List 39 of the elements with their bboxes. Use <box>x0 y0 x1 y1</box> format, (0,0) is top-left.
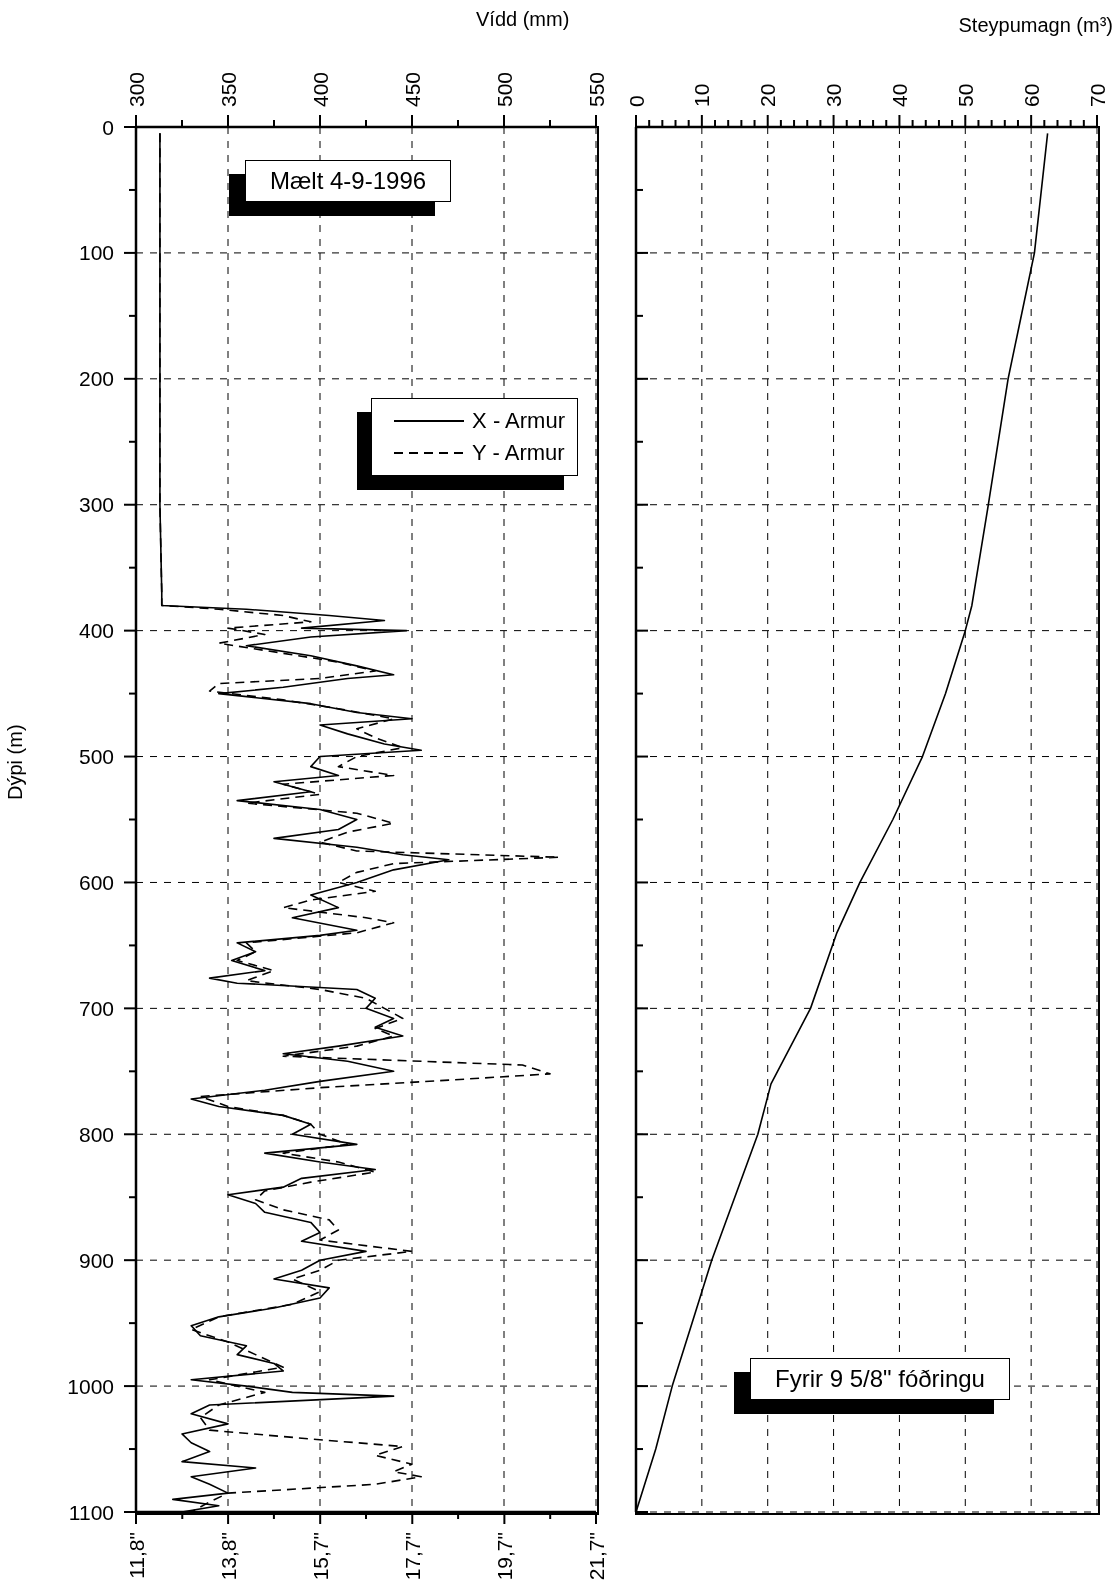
x-axis-title: Steypumagn (m³) <box>958 14 1113 37</box>
x-tick-label: 350 <box>216 71 240 107</box>
x2-tick-label: 17,7" <box>400 1532 424 1581</box>
x-tick-label: 300 <box>124 71 148 107</box>
legend-label: Y - Armur <box>472 439 565 467</box>
x2-tick-label: 21,7" <box>584 1532 608 1581</box>
x-tick-label: 500 <box>492 71 516 107</box>
annotation: Fyrir 9 5/8" fóðringu <box>750 1358 1010 1400</box>
y-tick-label: 1000 <box>67 1374 114 1398</box>
x-axis-title: Vídd (mm) <box>476 8 570 31</box>
x-tick-label: 70 <box>1085 83 1109 107</box>
y-tick-label: 900 <box>78 1248 114 1272</box>
x-tick-label: 30 <box>822 83 846 107</box>
y-tick-label: 600 <box>78 870 114 894</box>
x-tick-label: 400 <box>308 71 332 107</box>
y-tick-label: 500 <box>78 745 114 769</box>
y-tick-label: 300 <box>78 493 114 517</box>
x2-tick-label: 13,8" <box>216 1532 240 1581</box>
y-tick-label: 700 <box>78 996 114 1020</box>
x-tick-label: 50 <box>953 83 977 107</box>
x-tick-label: 20 <box>756 83 780 107</box>
x-tick-label: 10 <box>690 83 714 107</box>
x2-tick-label: 19,7" <box>492 1532 516 1581</box>
y-tick-label: 100 <box>78 241 114 265</box>
x-tick-label: 450 <box>400 71 424 107</box>
y-tick-label: 800 <box>78 1122 114 1146</box>
y-tick-label: 1100 <box>68 1500 114 1524</box>
annotation: Mælt 4-9-1996 <box>245 160 452 202</box>
y-tick-label: 200 <box>78 367 114 391</box>
x2-tick-label: 15,7" <box>308 1532 332 1581</box>
y-tick-label: 400 <box>78 619 114 643</box>
x-tick-label: 0 <box>624 95 648 107</box>
y-tick-label: 0 <box>102 115 114 139</box>
x-tick-label: 550 <box>584 71 608 107</box>
x-tick-label: 40 <box>887 83 911 107</box>
legend-label: X - Armur <box>472 407 565 435</box>
x-tick-label: 60 <box>1019 83 1043 107</box>
x2-tick-label: 11,8" <box>124 1532 148 1579</box>
y-axis-title: Dýpi (m) <box>4 724 27 800</box>
